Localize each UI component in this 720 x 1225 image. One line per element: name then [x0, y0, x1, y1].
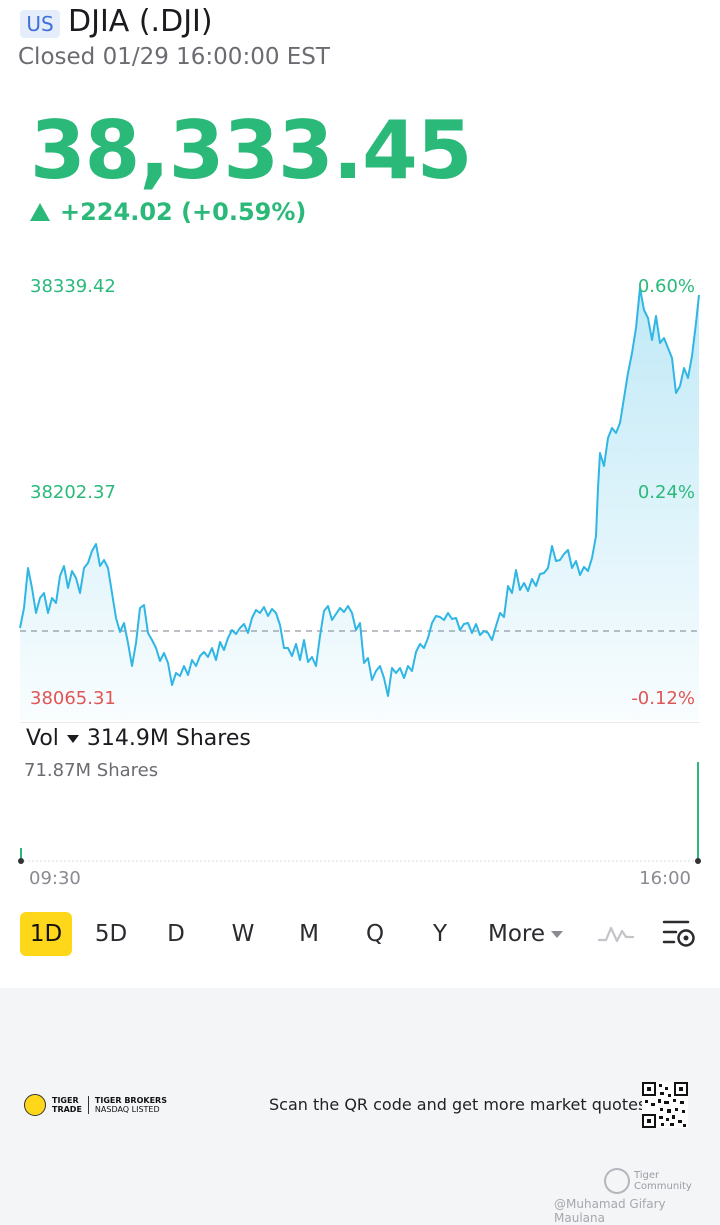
qr-code — [642, 1082, 688, 1128]
chevron-down-icon — [551, 930, 564, 938]
period-quarter[interactable]: Q — [365, 921, 385, 947]
period-day[interactable]: D — [167, 921, 185, 947]
qr-caption: Scan the QR code and get more market quo… — [269, 1095, 647, 1114]
time-end: 16:00 — [639, 868, 691, 889]
logo-line1: TIGER — [52, 1096, 79, 1105]
tiger-logo: TIGER TRADE TIGER BROKERS NASDAQ LISTED — [24, 1094, 167, 1116]
y-axis-mid: 38202.37 — [30, 482, 116, 503]
price-area — [20, 288, 699, 720]
more-label: More — [488, 921, 546, 947]
volume-chart — [18, 762, 701, 864]
up-arrow-icon — [30, 203, 50, 221]
logo-brokers: TIGER BROKERS — [94, 1096, 167, 1105]
price-change: +224.02 (+0.59%) — [60, 198, 307, 226]
market-status: Closed 01/29 16:00:00 EST — [18, 44, 330, 70]
market-badge: US — [20, 10, 60, 38]
community-logo-icon — [604, 1168, 630, 1194]
period-more[interactable]: More — [488, 912, 568, 956]
community-label: Tiger Community — [633, 1170, 692, 1192]
volume-total: 314.9M Shares — [86, 726, 251, 751]
tiger-logo-icon — [24, 1094, 46, 1116]
volume-max: 71.87M Shares — [24, 760, 159, 781]
y-axis-high: 38339.42 — [30, 276, 116, 297]
logo-line2: TRADE — [52, 1105, 82, 1114]
volume-selector[interactable]: Vol 314.9M Shares — [26, 726, 251, 751]
period-1d[interactable]: 1D — [20, 912, 72, 956]
symbol-title: DJIA (.DJI) — [68, 4, 213, 39]
pct-axis-high: 0.60% — [637, 276, 695, 297]
chart-settings-icon[interactable] — [662, 918, 696, 950]
quote-card: US DJIA (.DJI) Closed 01/29 16:00:00 EST… — [0, 0, 720, 988]
last-price: 38,333.45 — [30, 104, 472, 197]
author-watermark: @Muhamad Gifary Maulana — [554, 1197, 666, 1225]
tiger-trade-wordmark: TIGER TRADE — [52, 1096, 82, 1114]
logo-listed: NASDAQ LISTED — [94, 1105, 160, 1114]
intraday-price-chart[interactable] — [0, 268, 720, 720]
period-year[interactable]: Y — [432, 921, 448, 947]
chart-indicator-icon[interactable] — [598, 922, 634, 946]
tiger-brokers-wordmark: TIGER BROKERS NASDAQ LISTED — [95, 1096, 167, 1114]
time-start: 09:30 — [29, 868, 81, 889]
pct-axis-low: -0.12% — [631, 688, 695, 709]
volume-start-dot — [18, 858, 24, 864]
community-watermark: Tiger Community — [604, 1168, 720, 1194]
period-5d[interactable]: 5D — [94, 921, 128, 947]
price-change-row: +224.02 (+0.59%) — [30, 198, 306, 226]
period-month[interactable]: M — [299, 921, 319, 947]
y-axis-low: 38065.31 — [30, 688, 116, 709]
period-week[interactable]: W — [231, 921, 255, 947]
price-line — [19, 287, 700, 697]
volume-end-dot — [695, 858, 701, 864]
period-selector: 1D 5D D W M Q Y More — [20, 912, 700, 958]
pct-axis-mid: 0.24% — [637, 482, 695, 503]
chevron-down-icon — [66, 734, 79, 743]
logo-divider — [87, 1096, 89, 1114]
volume-label: Vol — [26, 726, 59, 751]
chart-divider — [20, 722, 700, 723]
